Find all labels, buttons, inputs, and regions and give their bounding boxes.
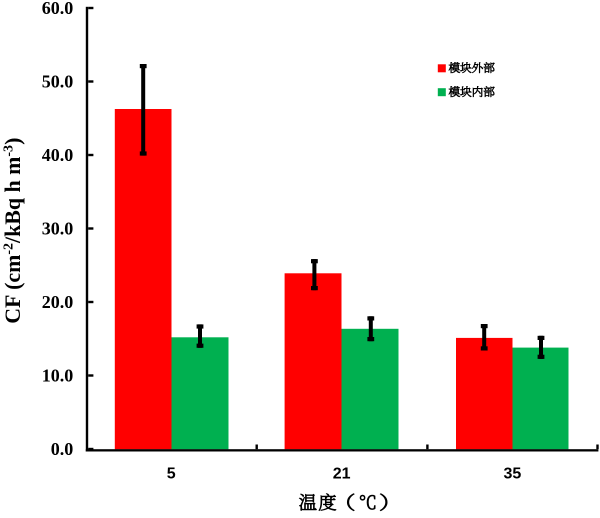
- svg-text:60.0: 60.0: [42, 0, 74, 18]
- svg-text:10.0: 10.0: [42, 366, 74, 386]
- svg-text:CF (cm-2/kBq h m-3): CF (cm-2/kBq h m-3): [0, 138, 25, 324]
- svg-text:21: 21: [333, 466, 351, 483]
- svg-text:5: 5: [167, 466, 176, 483]
- svg-text:35: 35: [504, 466, 522, 483]
- svg-text:40.0: 40.0: [42, 145, 74, 165]
- svg-text:50.0: 50.0: [42, 72, 74, 92]
- svg-text:20.0: 20.0: [42, 292, 74, 312]
- svg-text:0.0: 0.0: [51, 439, 74, 459]
- svg-text:30.0: 30.0: [42, 219, 74, 239]
